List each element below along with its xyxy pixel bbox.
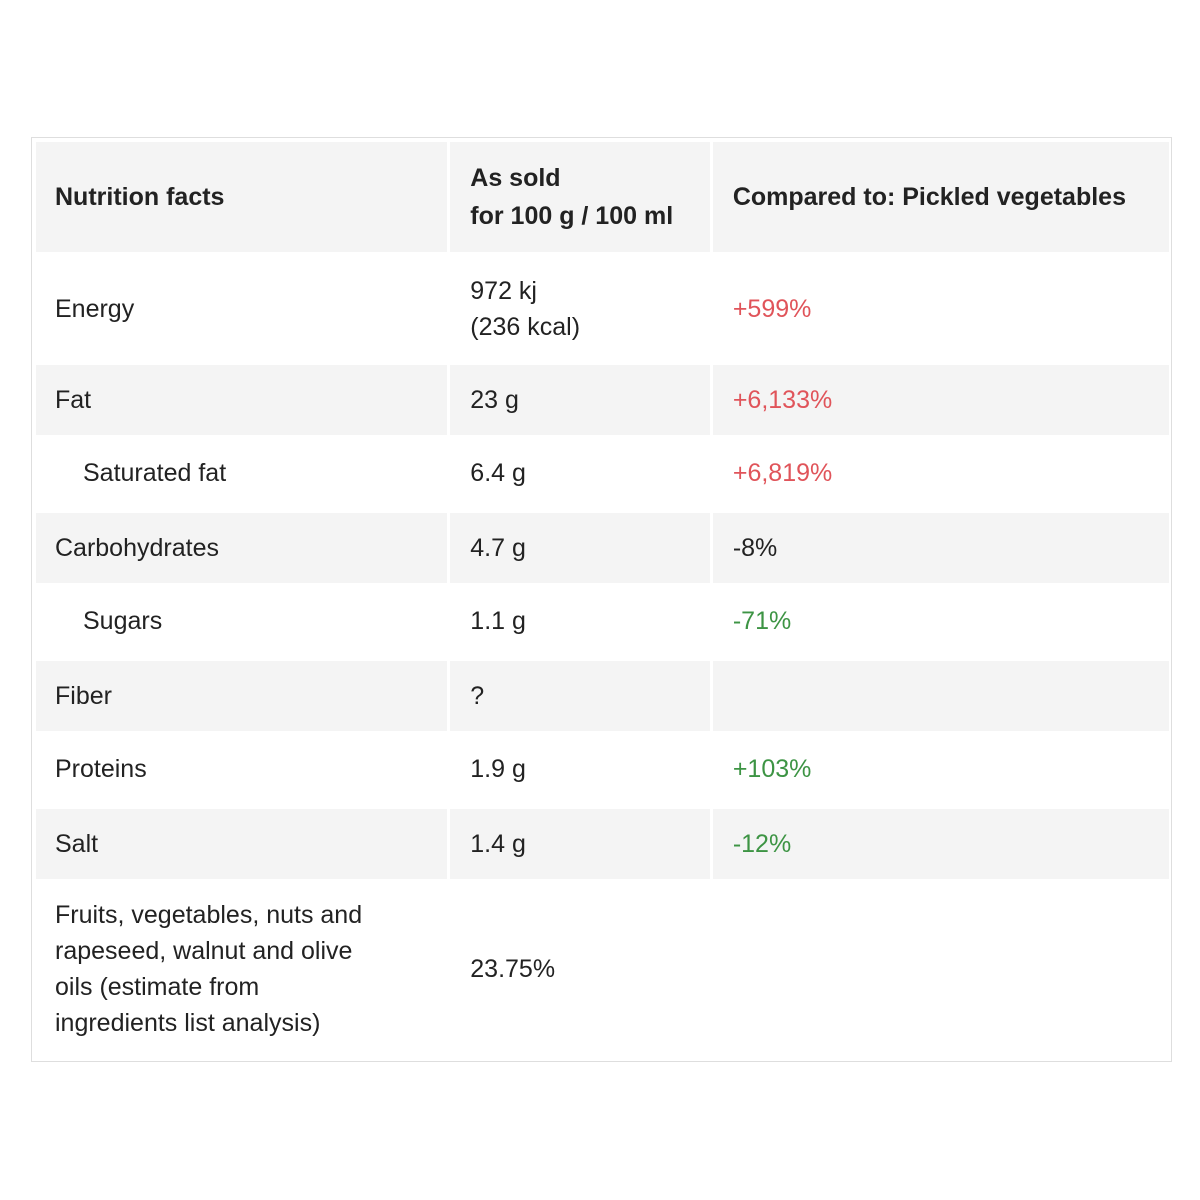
table-row-sugars: Sugars 1.1 g -71%	[36, 584, 1169, 657]
row-compare-cell: -12%	[712, 809, 1169, 879]
nutrient-value: 23 g	[470, 386, 519, 414]
nutrient-value-line2: (236 kcal)	[470, 312, 581, 341]
nutrient-value-line1: 972 kj	[470, 276, 537, 305]
row-compare-cell	[712, 661, 1169, 731]
nutrient-name: Energy	[55, 294, 135, 323]
row-compare-cell: +599%	[713, 253, 1169, 364]
header-col3-label: Compared to: Pickled vegetables	[732, 183, 1126, 211]
row-value-cell: 23.75%	[450, 880, 710, 1058]
compare-value: +599%	[732, 294, 812, 323]
nutrient-name-line4: ingredients list analysis)	[55, 1009, 321, 1037]
row-value-cell: ?	[450, 661, 710, 731]
nutrient-value: 1.1 g	[470, 606, 526, 635]
table-row-energy: Energy 972 kj (236 kcal) +599%	[36, 253, 1169, 364]
row-name-cell: Salt	[36, 809, 448, 879]
nutrient-value: 1.9 g	[470, 754, 526, 783]
nutrient-name: Sugars	[83, 606, 163, 635]
nutrient-name: Saturated fat	[83, 458, 227, 487]
nutrient-name-line1: Fruits, vegetables, nuts and	[55, 901, 363, 929]
row-name-cell: Energy	[36, 253, 447, 364]
row-name-cell: Carbohydrates	[36, 513, 448, 583]
row-name-cell: Proteins	[36, 732, 447, 805]
row-compare-cell	[713, 880, 1169, 1058]
table-row-carbohydrates: Carbohydrates 4.7 g -8%	[36, 513, 1169, 583]
header-col1-label: Nutrition facts	[55, 183, 225, 211]
table-row-fat: Fat 23 g +6,133%	[36, 365, 1169, 435]
compare-value: +6,133%	[732, 386, 833, 414]
compare-value: -71%	[732, 606, 792, 635]
row-name-cell: Fiber	[36, 661, 448, 731]
row-value-cell: 1.1 g	[450, 584, 710, 657]
nutrient-value: ?	[470, 682, 485, 710]
header-as-sold: As sold for 100 g / 100 ml	[450, 142, 710, 252]
row-value-cell: 23 g	[450, 365, 710, 435]
row-value-cell: 4.7 g	[450, 513, 710, 583]
row-name-cell: Fruits, vegetables, nuts and rapeseed, w…	[36, 880, 447, 1058]
table-header-row: Nutrition facts As sold for 100 g / 100 …	[36, 142, 1169, 252]
compare-value: +103%	[732, 754, 812, 783]
table-row-proteins: Proteins 1.9 g +103%	[36, 732, 1169, 805]
row-compare-cell: +103%	[713, 732, 1169, 805]
compare-value: -12%	[732, 830, 792, 858]
header-nutrition-facts: Nutrition facts	[36, 142, 448, 252]
nutrient-name: Salt	[55, 830, 99, 858]
nutrient-name: Carbohydrates	[55, 534, 219, 562]
nutrition-facts-table: Nutrition facts As sold for 100 g / 100 …	[31, 137, 1172, 1062]
compare-value: +6,819%	[732, 458, 833, 487]
nutrient-name: Proteins	[55, 754, 147, 783]
row-value-cell: 972 kj (236 kcal)	[450, 253, 710, 364]
nutrient-name: Fiber	[55, 682, 112, 710]
row-value-cell: 1.9 g	[450, 732, 710, 805]
nutrient-name-line3: oils (estimate from	[55, 973, 260, 1001]
header-col2-line1: As sold	[470, 164, 561, 192]
header-compared-to: Compared to: Pickled vegetables	[712, 142, 1169, 252]
nutrient-value: 1.4 g	[470, 830, 526, 858]
row-name-cell: Fat	[36, 365, 448, 435]
row-value-cell: 6.4 g	[450, 436, 710, 509]
table-row-salt: Salt 1.4 g -12%	[36, 809, 1169, 879]
table-row-fiber: Fiber ?	[36, 661, 1169, 731]
row-compare-cell: -71%	[713, 584, 1169, 657]
nutrient-name: Fat	[55, 386, 92, 414]
row-value-cell: 1.4 g	[450, 809, 710, 879]
row-name-cell: Saturated fat	[36, 436, 447, 509]
header-col2-line2: for 100 g / 100 ml	[470, 202, 674, 230]
compare-value: -8%	[732, 534, 778, 562]
table-row-saturated-fat: Saturated fat 6.4 g +6,819%	[36, 436, 1169, 509]
row-name-cell: Sugars	[36, 584, 447, 657]
row-compare-cell: +6,133%	[712, 365, 1169, 435]
table-row-fruits-vegetables-nuts: Fruits, vegetables, nuts and rapeseed, w…	[36, 880, 1169, 1058]
row-compare-cell: -8%	[712, 513, 1169, 583]
nutrient-value: 23.75%	[470, 955, 556, 983]
nutrient-name-line2: rapeseed, walnut and olive	[55, 937, 353, 965]
nutrient-value: 4.7 g	[470, 534, 526, 562]
row-compare-cell: +6,819%	[713, 436, 1169, 509]
nutrient-value: 6.4 g	[470, 458, 526, 487]
